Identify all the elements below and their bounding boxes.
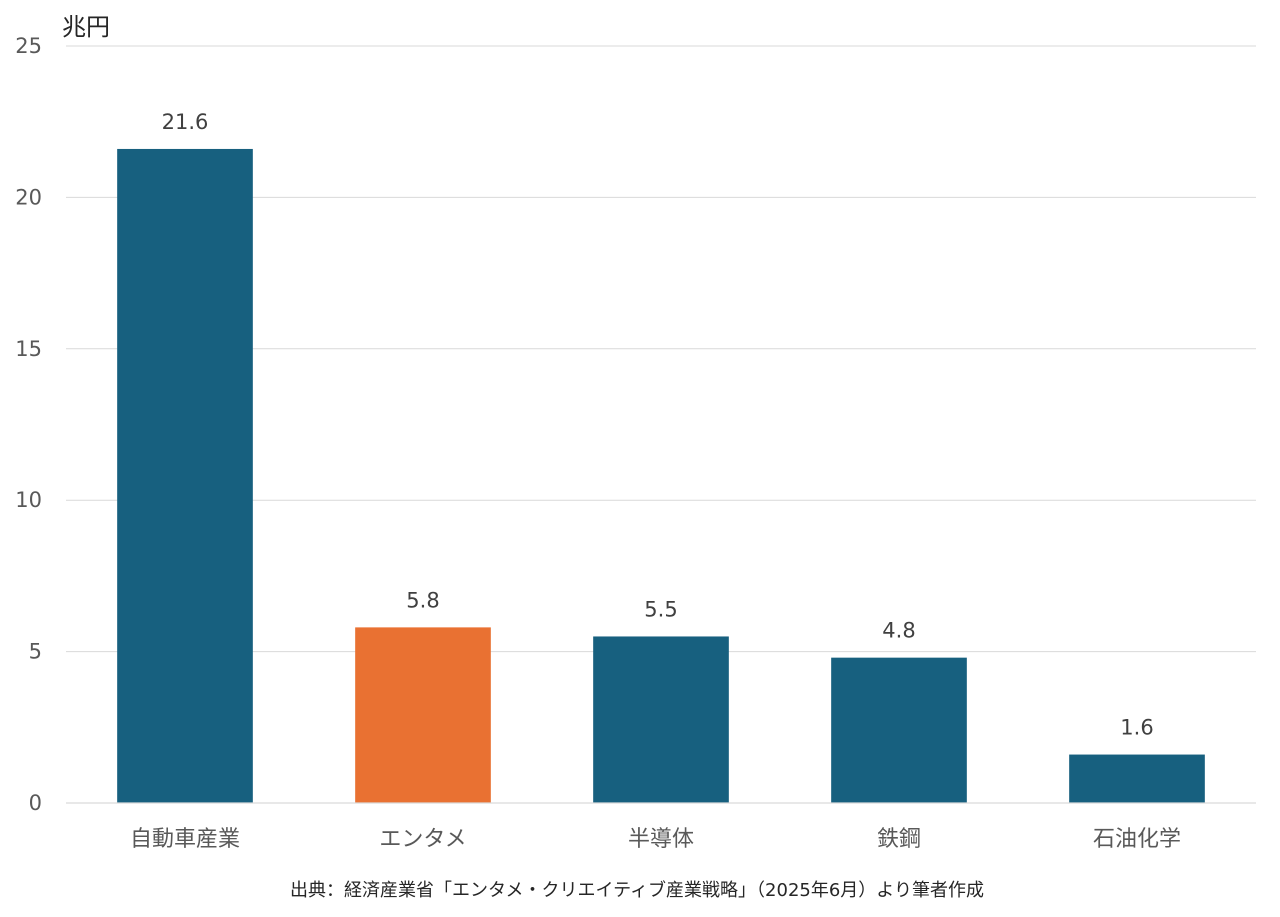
- y-tick-label: 15: [15, 337, 42, 361]
- bar-3: [593, 636, 729, 803]
- bar-2: [355, 627, 491, 803]
- data-label-4: 4.8: [882, 619, 915, 643]
- y-tick-label: 5: [29, 640, 42, 664]
- y-tick-label: 0: [29, 791, 42, 815]
- y-tick-label: 20: [15, 185, 42, 209]
- data-label-3: 5.5: [644, 597, 677, 621]
- data-label-1: 21.6: [162, 110, 209, 134]
- data-label-2: 5.8: [406, 588, 439, 612]
- category-label-4: 鉄鋼: [877, 827, 921, 852]
- category-label-2: エンタメ: [379, 827, 466, 852]
- source-note: 出典：経済産業省「エンタメ・クリエイティブ産業戦略」（2025年6月）より筆者作…: [290, 879, 984, 901]
- gridlines: [66, 45, 1256, 653]
- y-axis-ticks: 0 5 10 15 20 25: [15, 34, 42, 815]
- bars: [117, 148, 1205, 803]
- data-labels: 21.6 5.8 5.5 4.8 1.6: [162, 110, 1154, 740]
- bar-1: [117, 148, 253, 803]
- data-label-5: 1.6: [1120, 716, 1153, 740]
- bar-4: [831, 657, 967, 803]
- bar-5: [1069, 754, 1205, 803]
- y-axis-unit-label: 兆円: [62, 13, 110, 41]
- category-label-3: 半導体: [628, 827, 694, 852]
- y-tick-label: 10: [15, 488, 42, 512]
- category-label-5: 石油化学: [1093, 827, 1181, 852]
- y-tick-label: 25: [15, 34, 42, 58]
- category-label-1: 自動車産業: [130, 827, 240, 852]
- x-axis-categories: 自動車産業 エンタメ 半導体 鉄鋼 石油化学: [130, 827, 1181, 852]
